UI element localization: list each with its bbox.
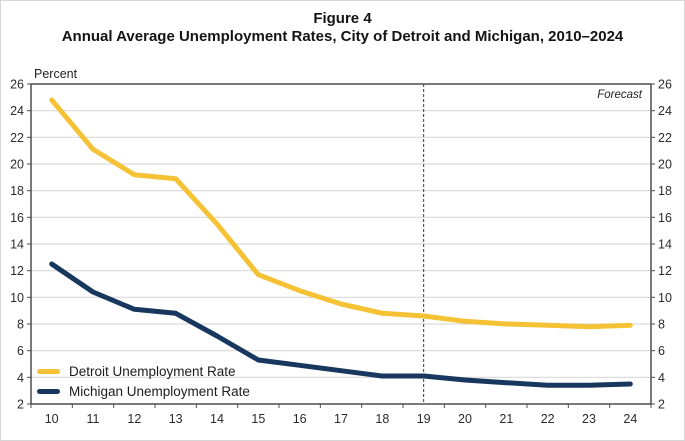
y-axis-tick-label-left: 14 [10,238,24,252]
legend-item-detroit: Detroit Unemployment Rate [37,361,250,381]
y-axis-tick-label-right: 16 [658,211,672,225]
y-axis-tick-label-left: 2 [17,398,24,412]
legend-label-michigan: Michigan Unemployment Rate [69,383,250,399]
y-axis-tick-label-left: 4 [17,371,24,385]
detroit-line-swatch [37,368,60,374]
legend-item-michigan: Michigan Unemployment Rate [37,381,250,401]
chart-title: Annual Average Unemployment Rates, City … [61,28,624,45]
y-axis-tick-label-left: 12 [10,264,24,278]
y-axis-tick-label-left: 8 [17,318,24,332]
x-axis-tick-label: 12 [127,412,141,426]
x-axis-tick-label: 16 [293,412,307,426]
forecast-annotation: Forecast [597,89,642,101]
figure-number: Figure 4 [313,10,372,27]
michigan-line-swatch [37,388,60,394]
y-axis-tick-label-right: 4 [658,371,665,385]
y-axis-tick-label-right: 26 [658,78,672,92]
x-axis-tick-label: 19 [417,412,431,426]
x-axis-tick-label: 10 [45,412,59,426]
y-axis-tick-label-left: 10 [10,291,24,305]
y-axis-tick-label-right: 22 [658,131,672,145]
x-axis-tick-label: 24 [623,412,637,426]
y-axis-tick-label-right: 2 [658,398,665,412]
y-axis-tick-label-left: 24 [10,104,24,118]
y-axis-tick-label-left: 26 [10,78,24,92]
x-axis-tick-label: 11 [87,412,100,426]
detroit-unemployment-line [49,97,633,330]
y-axis-tick-label-right: 14 [658,238,672,252]
y-axis-tick-label-right: 6 [658,344,665,358]
x-axis-tick-label: 15 [251,412,265,426]
y-axis-tick-label-right: 8 [658,318,665,332]
x-axis-tick-label: 22 [541,412,555,426]
x-axis-tick-label: 18 [375,412,389,426]
x-axis-tick-label: 20 [458,412,472,426]
x-axis-tick-label: 14 [210,412,224,426]
legend-label-detroit: Detroit Unemployment Rate [69,363,236,379]
x-axis-tick-label: 21 [499,412,513,426]
x-axis-tick-label: 13 [169,412,183,426]
y-axis-tick-label-right: 10 [658,291,672,305]
y-axis-tick-label-left: 20 [10,158,24,172]
y-axis-unit-label: Percent [34,67,78,81]
x-axis-tick-label: 23 [582,412,596,426]
y-axis-tick-label-left: 18 [10,184,24,198]
y-axis-tick-label-left: 22 [10,131,24,145]
y-axis-tick-label-left: 16 [10,211,24,225]
y-axis-tick-label-right: 12 [658,264,672,278]
x-axis-tick-label: 17 [334,412,348,426]
chart-legend: Detroit Unemployment Rate Michigan Unemp… [37,361,250,401]
michigan-unemployment-line [49,261,633,388]
y-axis-tick-label-right: 18 [658,184,672,198]
y-axis-tick-label-right: 20 [658,158,672,172]
y-axis-tick-label-left: 6 [17,344,24,358]
y-axis-tick-label-right: 24 [658,104,672,118]
